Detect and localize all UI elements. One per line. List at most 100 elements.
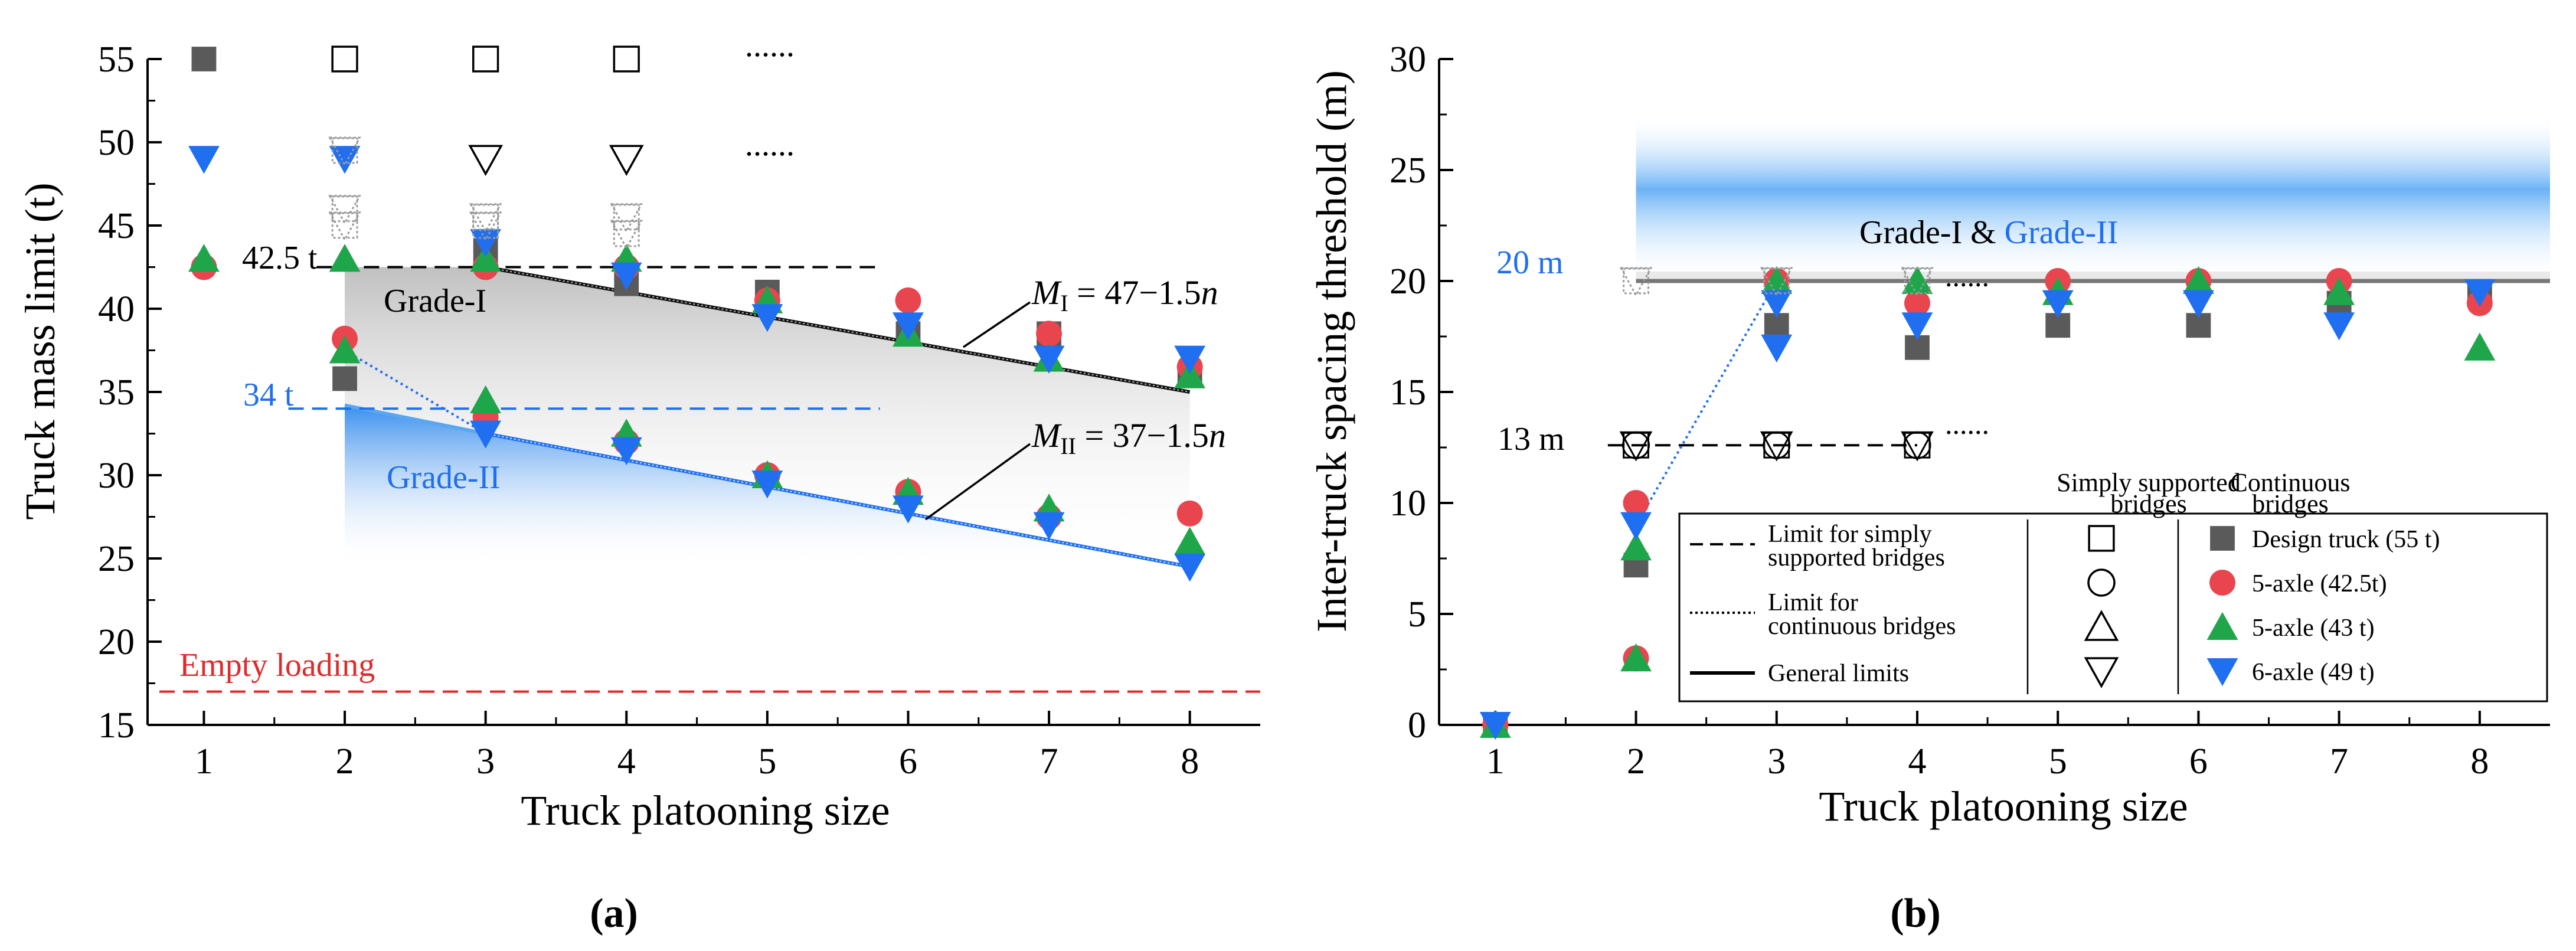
panel-a-point-s1-6 (1036, 321, 1063, 347)
panel-a-point-s3-12 (1033, 512, 1065, 540)
legend-col-continuous-2: bridges (2252, 489, 2329, 518)
panel-a-point-s3-1 (329, 146, 361, 174)
panel-b-point-s3-8 (2464, 279, 2496, 308)
panel-b-legend: Simply supportedbridgesContinuousbridges… (1678, 468, 2548, 702)
legend-line-label-0-2: supported bridges (1768, 544, 1945, 571)
grade2-value-label: 34 t (243, 377, 294, 413)
panel-a-point-s0-0 (191, 47, 217, 71)
panel-a-y-tick-label: 50 (98, 123, 135, 163)
panel-a-point-s4-0 (331, 45, 358, 73)
panel-b-point-s2-3 (1761, 266, 1793, 294)
panel-b-point-s3-2 (1761, 290, 1793, 318)
grade2-connector-line (344, 349, 486, 435)
legend-filled-marker-2 (2206, 612, 2238, 640)
panel-b-x-tick-label: 2 (1627, 741, 1645, 782)
panel-a-point-s3-9 (610, 437, 642, 465)
panel-a-point-s2-7 (1174, 360, 1206, 388)
panel-a-point-s3-2 (470, 229, 502, 257)
panel-b-chart: 0 5 10 15 20 25 30 1 2 3 4 5 6 7 8 Grade-I & Grade-II … (1308, 40, 2550, 830)
legend-line-label-2: General limits (1768, 660, 1909, 687)
panel-b-xlabel: Truck platooning size (1819, 783, 2188, 830)
panel-a-point-s6-1 (331, 195, 358, 223)
panel-a-x-tick-label: 6 (899, 741, 917, 782)
panel-a-x-tick-label: 2 (336, 741, 354, 782)
panel-a-y-tick-label: 35 (98, 372, 135, 413)
legend-col-simply-2: bridges (2110, 489, 2187, 518)
caption-b: (b) (1890, 891, 1941, 936)
panel-a-x-tick-label: 8 (1181, 741, 1199, 782)
panel-a-point-s3-11 (893, 495, 924, 524)
grade-label: Grade-I & Grade-II (1859, 214, 2118, 251)
panel-b-point-s3-0 (1479, 712, 1511, 740)
panel-b-y-tick-label: 5 (1408, 594, 1426, 635)
panel-a-annotations: ...... ...... 42.5 t 34 t Grade-I Grade-… (179, 27, 1226, 684)
grade2-shaded-region (345, 405, 1190, 567)
panel-b-y-tick-label: 0 (1408, 705, 1426, 746)
legend-marker-label-1: 5-axle (42.5t) (2252, 570, 2387, 597)
panel-b-x-tick-label: 7 (2330, 741, 2348, 782)
panel-a-point-s6-2-tri (328, 211, 361, 242)
legend-marker-label-2: 5-axle (43 t) (2252, 615, 2375, 642)
panel-b-point-s3-4 (1901, 312, 1933, 341)
panel-a-point-s6-3-tri (469, 203, 502, 234)
panel-b-x-tick-label: 1 (1486, 741, 1505, 782)
limit-20-label: 20 m (1496, 244, 1564, 281)
panel-a-point-s6-1-tri (328, 195, 361, 226)
panel-b-y-tick-label: 25 (1390, 151, 1426, 191)
panel-a-limit-lines (159, 265, 1260, 693)
panel-a-point-s3-7 (1174, 345, 1206, 374)
limit-13-label: 13 m (1498, 421, 1565, 457)
legend-filled-marker-0 (2210, 526, 2235, 551)
panel-b-point-s5-2-tri (1901, 267, 1934, 298)
panel-a-y-tick-label: 15 (98, 705, 135, 746)
panel-b-axes: 0 5 10 15 20 25 30 1 2 3 4 5 6 7 8 (1390, 40, 2550, 782)
formula-m1: MI = 47−1.5n (1031, 273, 1218, 316)
panel-b-point-s3-5 (2042, 290, 2074, 318)
grade2-region-label: Grade-II (387, 459, 501, 496)
panel-a-shaded-regions (344, 267, 1190, 567)
panel-a-point-s5-1 (609, 145, 644, 177)
panel-a-ylabel: Truck mass limit (t) (17, 182, 64, 519)
panel-a-x-tick-label: 4 (617, 741, 636, 782)
grade-shaded-band (1636, 115, 2550, 281)
legend-line-label-0: Limit for simply (1768, 521, 1932, 548)
panel-b-shaded-band (1636, 115, 2550, 281)
panel-a-point-s3-13 (1174, 554, 1206, 582)
panel-b-point-s4-0-tri (1619, 431, 1653, 462)
panel-a-point-s4-2 (613, 45, 640, 73)
panel-a-y-tick-label: 45 (98, 206, 135, 246)
panel-b-x-tick-label: 5 (2049, 741, 2067, 782)
panel-b-x-tick-label: 8 (2470, 741, 2489, 782)
formula-m1-leader (963, 301, 1031, 348)
panel-a-point-s2-0 (188, 244, 220, 272)
panel-b-point-s5-0-tri (1619, 267, 1653, 298)
panel-a-point-s3-10 (751, 470, 783, 499)
panel-a-point-s6-4 (472, 212, 499, 239)
panel-a-point-s3-0 (188, 146, 220, 174)
panel-a-y-tick-label: 20 (98, 622, 135, 662)
panel-b-point-s3-6 (2183, 290, 2214, 318)
panel-b-point-s2-1 (1620, 532, 1652, 561)
panel-a-point-s6-6 (613, 220, 640, 247)
panel-a-x-tick-label: 3 (476, 741, 495, 782)
panel-b-point-s2-4 (1901, 266, 1933, 294)
legend-col-continuous: Continuous (2231, 468, 2351, 497)
caption-a: (a) (590, 891, 638, 936)
panel-b-point-s4-2-tri (1901, 431, 1934, 462)
spacing-connector-line (1634, 280, 1778, 526)
panel-a-point-s6-0-tri (328, 136, 361, 167)
panel-a-point-s3-4 (751, 304, 783, 332)
panel-b-point-s5-0 (1623, 267, 1649, 295)
panel-a-x-tick-label: 1 (195, 741, 213, 782)
panel-b-point-s5-2 (1904, 267, 1931, 295)
panel-a-y-tick-label: 55 (98, 40, 135, 80)
panel-b-y-tick-label: 20 (1390, 262, 1426, 302)
panel-b-point-s3-1 (1620, 512, 1652, 540)
grade2-region-edge (344, 403, 486, 436)
panel-a-point-s2-8 (329, 335, 361, 364)
panel-a-xlabel: Truck platooning size (521, 787, 890, 834)
legend-filled-marker-1 (2209, 570, 2235, 596)
legend-col-simply: Simply supported (2057, 468, 2241, 497)
panel-a-point-s6-5 (613, 204, 640, 231)
